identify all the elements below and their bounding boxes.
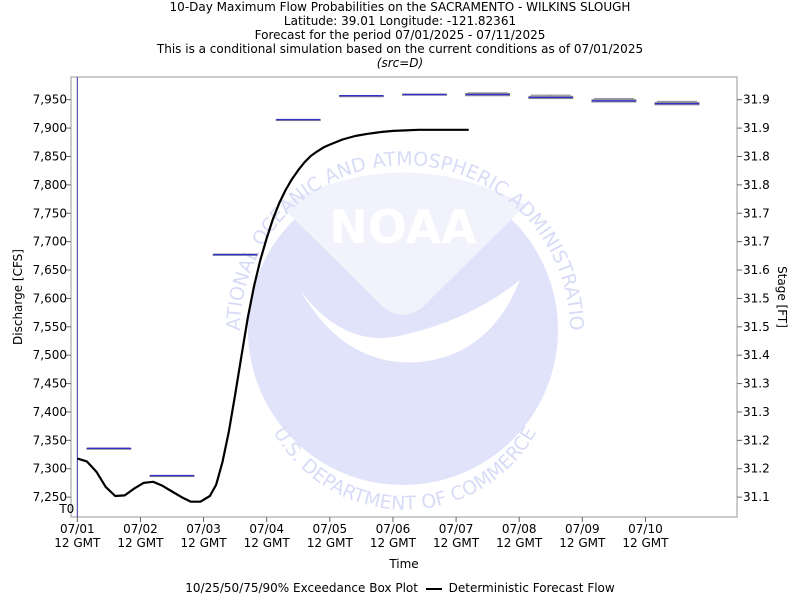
x-tick-label-date: 07/04 — [249, 522, 284, 536]
x-tick-label-date: 07/10 — [628, 522, 663, 536]
y-right-tick-label: 31.5 — [743, 291, 770, 305]
y-right-tick-label: 31.7 — [743, 206, 770, 220]
t0-label: T0 — [58, 502, 74, 516]
y-tick-label: 7,350 — [33, 433, 67, 447]
chart-location: Latitude: 39.01 Longitude: -121.82361 — [283, 14, 517, 28]
y-right-tick-label: 31.8 — [743, 178, 770, 192]
boxplot — [212, 253, 258, 256]
boxplot — [528, 94, 574, 100]
x-tick-label-time: 12 GMT — [433, 536, 480, 550]
y-right-tick-label: 31.7 — [743, 235, 770, 249]
y-tick-label: 7,250 — [33, 490, 67, 504]
y-right-tick-label: 31.6 — [743, 263, 770, 277]
x-tick-label-date: 07/09 — [565, 522, 600, 536]
boxplot — [86, 447, 132, 450]
boxplot — [654, 100, 700, 106]
y-right-tick-label: 31.9 — [743, 121, 770, 135]
x-tick-label-time: 12 GMT — [307, 536, 354, 550]
forecast-flow-line — [76, 128, 469, 503]
y-right-tick-label: 31.4 — [743, 348, 770, 362]
boxplot — [338, 95, 384, 98]
y-right-tick-label: 31.2 — [743, 462, 770, 476]
y-axis-right-title: Stage [FT] — [775, 266, 789, 328]
y-tick-label: 7,900 — [33, 121, 67, 135]
x-tick-label-date: 07/06 — [376, 522, 411, 536]
y-tick-label: 7,550 — [33, 320, 67, 334]
y-right-tick-label: 31.9 — [743, 93, 770, 107]
t0-marker: T0 — [58, 77, 78, 517]
legend-line-label: Deterministic Forecast Flow — [448, 581, 615, 595]
y-tick-label: 7,400 — [33, 405, 67, 419]
boxplot — [402, 93, 448, 96]
x-axis-title: Time — [388, 557, 418, 571]
y-right-tick-label: 31.3 — [743, 377, 770, 391]
y-right-tick-label: 31.5 — [743, 320, 770, 334]
y-right-tick-label: 31.3 — [743, 405, 770, 419]
exceedance-boxplots — [86, 92, 700, 478]
chart-note: This is a conditional simulation based o… — [156, 42, 644, 56]
boxplot — [591, 98, 637, 103]
y-axis-right: 31.1 31.2 31.2 31.3 31.3 31.4 31.5 31.5 31.6 31.7… — [737, 93, 770, 504]
plot-frame — [70, 76, 738, 518]
chart-legend: 10/25/50/75/90% Exceedance Box Plot Dete… — [0, 580, 800, 596]
boxplot — [465, 92, 511, 97]
watermark-center-text: NOAA — [329, 200, 477, 254]
chart-period: Forecast for the period 07/01/2025 - 07/… — [254, 28, 546, 42]
x-tick-label-time: 12 GMT — [496, 536, 543, 550]
y-tick-label: 7,300 — [33, 462, 67, 476]
boxplot — [149, 474, 195, 478]
chart-source: (src=D) — [376, 56, 424, 70]
chart-titles: 10-Day Maximum Flow Probabilities on the… — [0, 0, 800, 70]
y-tick-label: 7,700 — [33, 235, 67, 249]
x-tick-label-time: 12 GMT — [370, 536, 417, 550]
y-tick-label: 7,450 — [33, 377, 67, 391]
chart-title: 10-Day Maximum Flow Probabilities on the… — [169, 0, 631, 14]
y-tick-label: 7,750 — [33, 206, 67, 220]
y-axis-left: 7,250 7,300 7,350 7,400 7,450 7,500 7,550 7,600… — [33, 93, 71, 504]
x-tick-label-date: 07/08 — [502, 522, 537, 536]
x-tick-label-date: 07/02 — [123, 522, 158, 536]
forecast-lines — [76, 128, 469, 503]
legend-boxplot-label: 10/25/50/75/90% Exceedance Box Plot — [185, 581, 418, 595]
y-right-tick-label: 31.2 — [743, 433, 770, 447]
x-tick-label-date: 07/03 — [186, 522, 221, 536]
x-tick-label-time: 12 GMT — [622, 536, 669, 550]
y-tick-label: 7,950 — [33, 93, 67, 107]
y-right-tick-label: 31.8 — [743, 149, 770, 163]
y-tick-label: 7,800 — [33, 178, 67, 192]
y-right-tick-label: 31.1 — [743, 490, 770, 504]
x-tick-label-time: 12 GMT — [244, 536, 291, 550]
y-tick-label: 7,500 — [33, 348, 67, 362]
legend-line-swatch — [425, 587, 442, 590]
x-tick-label-date: 07/07 — [439, 522, 474, 536]
x-tick-label-time: 12 GMT — [181, 536, 228, 550]
boxplot — [275, 118, 321, 122]
x-tick-label-time: 12 GMT — [117, 536, 164, 550]
y-axis-title: Discharge [CFS] — [11, 249, 25, 345]
y-tick-label: 7,650 — [33, 263, 67, 277]
x-tick-label-date: 07/05 — [313, 522, 348, 536]
x-tick-label-date: 07/01 — [60, 522, 95, 536]
x-tick-label-time: 12 GMT — [54, 536, 101, 550]
x-tick-label-time: 12 GMT — [559, 536, 606, 550]
y-tick-label: 7,600 — [33, 291, 67, 305]
y-tick-label: 7,850 — [33, 149, 67, 163]
